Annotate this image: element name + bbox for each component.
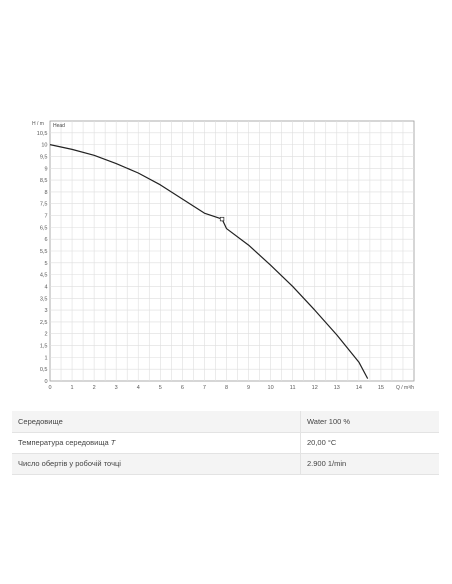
y-tick-label: 2 [44, 332, 47, 338]
y-tick-label: 5 [44, 261, 47, 267]
x-tick-label: 10 [268, 385, 274, 391]
y-tick-label: 0,5 [40, 367, 48, 373]
x-tick-label: 13 [334, 385, 340, 391]
y-tick-label: 4,5 [40, 273, 48, 279]
y-tick-label: 8,5 [40, 178, 48, 184]
y-tick-label: 6 [44, 237, 47, 243]
x-tick-label: 5 [159, 385, 162, 391]
x-tick-label: 15 [378, 385, 384, 391]
x-tick-label: 0 [48, 385, 51, 391]
y-tick-label: 3 [44, 308, 47, 314]
y-tick-label: 9,5 [40, 154, 48, 160]
y-tick-label: 2,5 [40, 320, 48, 326]
y-tick-label: 7,5 [40, 202, 48, 208]
x-tick-label: 9 [247, 385, 250, 391]
x-tick-label: 6 [181, 385, 184, 391]
property-value: Water 100 % [300, 411, 439, 433]
property-row: Середовище Water 100 % [12, 411, 439, 433]
x-tick-label: 3 [115, 385, 118, 391]
x-tick-label: 7 [203, 385, 206, 391]
x-tick-label: 4 [137, 385, 140, 391]
x-tick-label: 8 [225, 385, 228, 391]
chart-series: Head [49, 123, 369, 379]
properties-table: Середовище Water 100 % Температура серед… [12, 411, 439, 475]
x-tick-label: 11 [290, 385, 296, 391]
duty-point-marker [219, 216, 225, 222]
property-value: 2.900 1/min [300, 453, 439, 475]
y-tick-label: 10 [41, 143, 47, 149]
chart-labels: H / m Q / m³/h [32, 121, 414, 391]
y-tick-label: 9 [44, 166, 47, 172]
y-tick-label: 8 [44, 190, 47, 196]
x-tick-label: 1 [71, 385, 74, 391]
property-value: 20,00 °C [300, 432, 439, 454]
y-tick-label: 1 [44, 355, 47, 361]
series-name-label: Head [53, 123, 65, 129]
y-tick-label: 3,5 [40, 296, 48, 302]
property-label-text: Температура середовища [18, 438, 109, 447]
property-row: Температура середовища T 20,00 °C [12, 432, 439, 454]
x-tick-label: 12 [312, 385, 318, 391]
property-label: Середовище [12, 411, 301, 433]
property-label: Температура середовища T [12, 432, 301, 454]
y-tick-label: 0 [44, 379, 47, 385]
y-tick-label: 5,5 [40, 249, 48, 255]
x-tick-label: 2 [93, 385, 96, 391]
y-tick-label: 6,5 [40, 225, 48, 231]
property-symbol: T [110, 438, 116, 447]
y-tick-label: 10,5 [37, 131, 48, 137]
property-row: Число обертів у робочій точці 2.900 1/mi… [12, 453, 439, 475]
chart-grid [49, 120, 415, 382]
y-axis-label: H / m [32, 121, 44, 127]
y-tick-label: 1,5 [40, 344, 48, 350]
x-axis-label: Q / m³/h [396, 385, 414, 391]
y-tick-label: 4 [44, 284, 47, 290]
y-tick-label: 7 [44, 214, 47, 220]
x-tick-label: 14 [356, 385, 362, 391]
pump-curve-chart: 0 1 2 3 4 5 6 7 8 9 10 11 12 13 14 1500,511,522,533,544… [32, 120, 415, 391]
property-label: Число обертів у робочій точці [12, 453, 301, 475]
chart-ticks: 0 1 2 3 4 5 6 7 8 9 10 11 12 13 14 1500,511,522,533,544… [37, 131, 384, 391]
